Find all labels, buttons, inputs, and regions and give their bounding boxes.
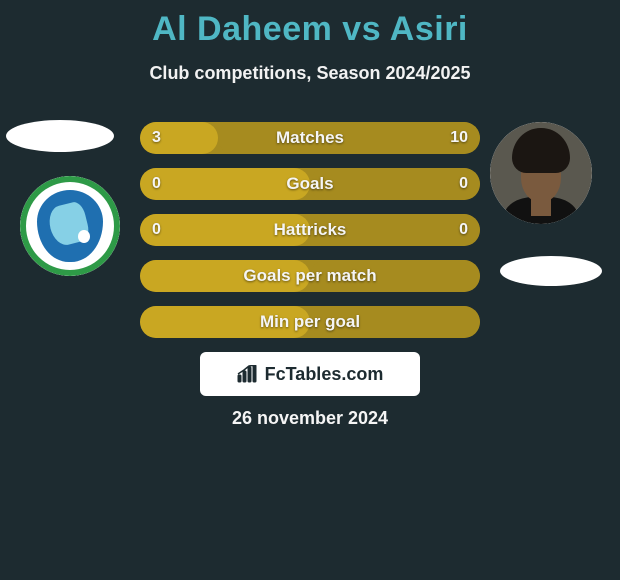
left-placeholder-ellipse [6, 120, 114, 152]
stat-value-left: 0 [140, 168, 173, 200]
stat-row: Goals per match [140, 260, 480, 292]
left-club-crest [20, 176, 120, 276]
player-face-icon [490, 122, 592, 224]
stat-row: Matches3 10 [140, 122, 480, 154]
stat-value-right: 0 [447, 214, 480, 246]
page-subtitle: Club competitions, Season 2024/2025 [0, 63, 620, 84]
right-player-avatar [490, 122, 592, 224]
crest-icon [20, 176, 120, 276]
stat-label: Goals per match [140, 260, 480, 292]
stat-value-left: 3 [140, 122, 173, 154]
watermark: FcTables.com [200, 352, 420, 396]
page-title: Al Daheem vs Asiri [0, 10, 620, 49]
stat-row: Hattricks0 0 [140, 214, 480, 246]
comparison-card: Al Daheem vs Asiri Club competitions, Se… [0, 0, 620, 580]
crest-shield [37, 190, 103, 262]
stat-row: Goals0 0 [140, 168, 480, 200]
stat-label: Goals [140, 168, 480, 200]
stat-label: Hattricks [140, 214, 480, 246]
stat-value-left: 0 [140, 214, 173, 246]
stat-label: Matches [140, 122, 480, 154]
player-hair [512, 128, 569, 173]
right-placeholder-ellipse [500, 256, 602, 286]
stat-label: Min per goal [140, 306, 480, 338]
watermark-text: FcTables.com [265, 364, 384, 385]
stat-value-right: 10 [438, 122, 480, 154]
footer-date: 26 november 2024 [0, 408, 620, 429]
stats-area: Matches310Goals00Hattricks00Goals per ma… [140, 122, 480, 352]
stat-value-right: 0 [447, 168, 480, 200]
stat-row: Min per goal [140, 306, 480, 338]
crest-ball [78, 230, 90, 243]
bar-chart-icon [237, 365, 259, 383]
